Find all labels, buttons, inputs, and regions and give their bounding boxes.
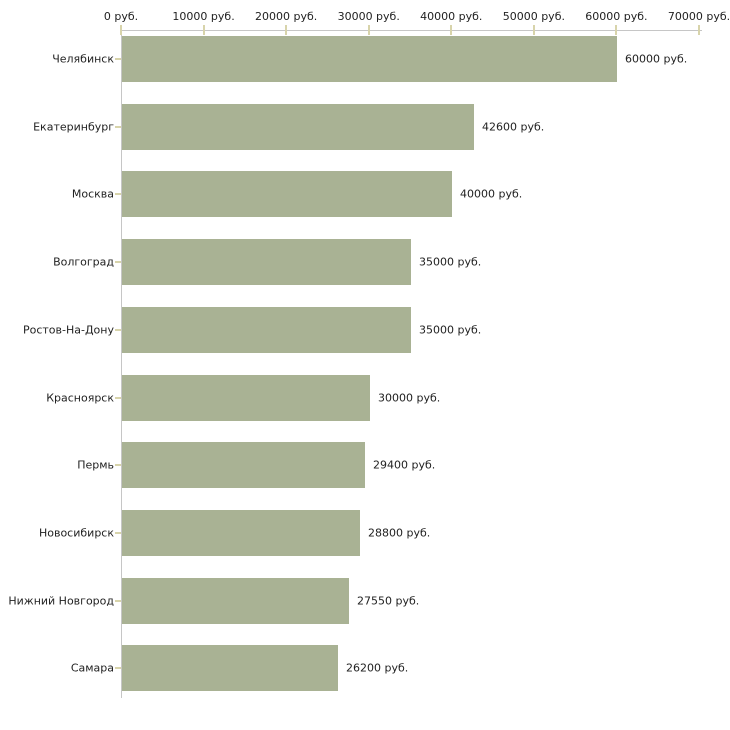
x-axis-tick-label: 70000 руб. xyxy=(667,10,730,23)
x-axis-line xyxy=(121,30,702,31)
value-label: 28800 руб. xyxy=(368,526,431,540)
category-label: Красноярск xyxy=(46,391,114,405)
x-axis-tick-label: 30000 руб. xyxy=(337,10,400,23)
x-axis-tick-label: 0 руб. xyxy=(103,10,139,23)
x-axis-tick-label: 40000 руб. xyxy=(420,10,483,23)
category-label: Волгоград xyxy=(53,255,114,269)
x-axis-tick xyxy=(367,25,370,35)
bar xyxy=(122,239,411,285)
value-label: 27550 руб. xyxy=(357,594,420,608)
category-label: Новосибирск xyxy=(38,526,114,540)
category-tick xyxy=(115,126,121,128)
category-tick xyxy=(115,397,121,399)
bar xyxy=(122,171,452,217)
bar xyxy=(122,375,370,421)
x-axis-tick xyxy=(202,25,205,35)
value-label: 40000 руб. xyxy=(460,187,523,201)
bar xyxy=(122,442,365,488)
category-tick xyxy=(115,329,121,331)
value-label: 30000 руб. xyxy=(378,391,441,405)
category-label: Ростов-На-Дону xyxy=(22,323,114,337)
category-label: Москва xyxy=(71,187,114,201)
category-label: Нижний Новгород xyxy=(8,594,114,608)
value-label: 35000 руб. xyxy=(419,255,482,269)
category-tick xyxy=(115,261,121,263)
x-axis-tick xyxy=(532,25,535,35)
category-label: Екатеринбург xyxy=(33,120,114,134)
category-tick xyxy=(115,58,121,60)
category-tick xyxy=(115,667,121,669)
y-axis-line xyxy=(121,30,122,698)
value-label: 26200 руб. xyxy=(346,661,409,675)
category-label: Пермь xyxy=(77,458,114,472)
bar xyxy=(122,36,617,82)
x-axis-tick xyxy=(120,25,122,35)
value-label: 35000 руб. xyxy=(419,323,482,337)
x-axis-tick-label: 50000 руб. xyxy=(502,10,565,23)
bar xyxy=(122,578,349,624)
category-tick xyxy=(115,464,121,466)
bar xyxy=(122,645,338,691)
category-label: Самара xyxy=(70,661,114,675)
x-axis-tick xyxy=(698,25,700,35)
value-label: 60000 руб. xyxy=(625,52,688,66)
x-axis-tick xyxy=(615,25,618,35)
bar xyxy=(122,104,474,150)
bar xyxy=(122,510,360,556)
x-axis-tick-label: 60000 руб. xyxy=(585,10,648,23)
bar xyxy=(122,307,411,353)
value-label: 42600 руб. xyxy=(482,120,545,134)
category-tick xyxy=(115,532,121,534)
x-axis-tick-label: 20000 руб. xyxy=(255,10,318,23)
value-label: 29400 руб. xyxy=(373,458,436,472)
category-label: Челябинск xyxy=(52,52,114,66)
category-tick xyxy=(115,600,121,602)
x-axis-tick xyxy=(285,25,288,35)
x-axis-tick xyxy=(450,25,453,35)
category-tick xyxy=(115,193,121,195)
x-axis-tick-label: 10000 руб. xyxy=(172,10,235,23)
